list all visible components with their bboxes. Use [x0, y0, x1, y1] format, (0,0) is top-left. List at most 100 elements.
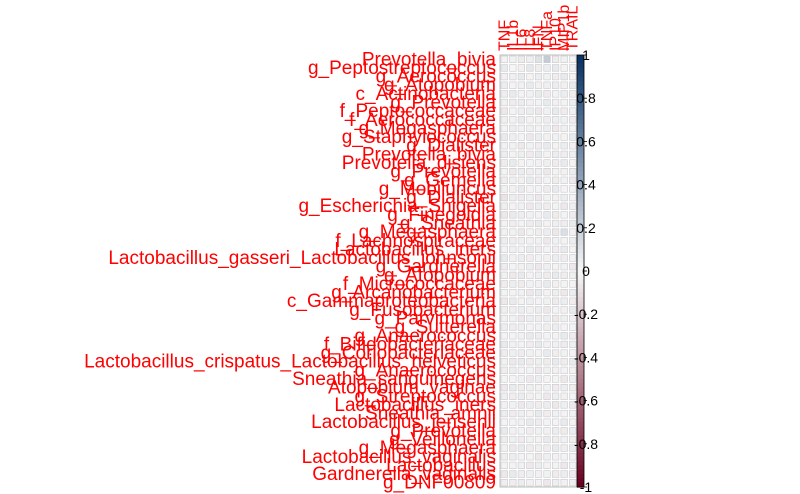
heatmap-cell [526, 444, 534, 452]
colorbar-segment [577, 262, 584, 268]
colorbar-segment [577, 305, 584, 311]
heatmap-cell [509, 133, 517, 141]
row-label: g_Staphylococcus [342, 127, 496, 148]
heatmap-cell [543, 142, 551, 150]
heatmap-cell [526, 142, 534, 150]
heatmap-cell [552, 185, 560, 193]
heatmap-cell [509, 237, 517, 245]
row-label: g_Anaerococcus [354, 360, 496, 381]
heatmap-cell [569, 375, 577, 383]
heatmap-cell [517, 358, 525, 366]
colorbar-segment [577, 128, 584, 134]
heatmap-cell [543, 202, 551, 210]
heatmap-cells [500, 55, 577, 487]
heatmap-cell [560, 72, 568, 81]
heatmap-cell [560, 124, 568, 133]
heatmap-cell [534, 306, 543, 314]
heatmap-cell [560, 185, 568, 193]
colorbar-segment [577, 409, 584, 415]
heatmap-cell [509, 90, 517, 98]
colorbar-segment [577, 163, 584, 168]
colorbar-segment [577, 452, 584, 458]
heatmap-cell [560, 427, 568, 435]
colorbar-segment [577, 158, 584, 164]
heatmap-cell [552, 193, 560, 202]
colorbar-segment [577, 219, 584, 225]
heatmap-cell [569, 470, 577, 478]
colorbar-segment [577, 59, 584, 65]
colorbar-segment [577, 296, 584, 302]
heatmap-cell [569, 81, 577, 89]
heatmap-cell [560, 176, 568, 184]
heatmap-cell [560, 150, 568, 158]
heatmap-cell [543, 470, 551, 478]
heatmap-cell [500, 124, 508, 133]
heatmap-cell [560, 401, 568, 409]
heatmap-cell [526, 245, 534, 254]
row-label: Prevotella_bivia [362, 144, 497, 165]
heatmap-cell [526, 211, 534, 219]
heatmap-cell [543, 193, 551, 202]
heatmap-cell [526, 297, 534, 305]
heatmap-cell [500, 202, 508, 210]
heatmap-cell [543, 375, 551, 383]
heatmap-cell [500, 384, 508, 392]
row-label: g_DNF00809 [383, 473, 496, 494]
colorbar-tick-label: -0.4 [574, 349, 598, 365]
heatmap-cell [500, 306, 508, 314]
heatmap-cell [569, 64, 577, 72]
heatmap-cell [569, 306, 577, 314]
heatmap-cell [569, 297, 577, 305]
colorbar-segment [577, 171, 584, 177]
row-label: f_Aerococcaceae [349, 110, 496, 131]
heatmap-cell [543, 453, 551, 461]
heatmap-cell [509, 150, 517, 158]
heatmap-cell [526, 392, 534, 400]
heatmap-cell [517, 72, 525, 81]
colorbar-segment [577, 93, 584, 99]
heatmap-cell [534, 470, 543, 478]
colorbar-segment [577, 417, 584, 423]
colorbar-segment [577, 188, 584, 194]
colorbar-segment [577, 439, 584, 445]
heatmap-cell [509, 245, 517, 254]
row-label: Lactobacillus_iners [334, 239, 496, 260]
heatmap-cell [543, 340, 551, 349]
heatmap-cell [517, 384, 525, 392]
heatmap-cell [543, 219, 551, 228]
heatmap-cell [569, 193, 577, 202]
heatmap-cell [560, 237, 568, 245]
heatmap-cell [560, 384, 568, 392]
heatmap-cell [569, 185, 577, 193]
colorbar-segment [577, 227, 584, 233]
heatmap-cell [534, 314, 543, 323]
colorbar-segment [577, 314, 584, 320]
heatmap-cell [569, 409, 577, 418]
colorbar-segment [577, 76, 584, 82]
heatmap-cell [509, 366, 517, 374]
heatmap-cell [517, 375, 525, 383]
heatmap-cell [560, 418, 568, 426]
colorbar-segment [577, 279, 584, 285]
colorbar-segment [577, 331, 584, 337]
colorbar-segment [577, 396, 584, 402]
heatmap-cell [534, 202, 543, 210]
column-label: TRAIL [565, 6, 582, 51]
heatmap-cell [509, 461, 517, 470]
column-label: TNF [496, 20, 513, 51]
colorbar-segment [577, 137, 584, 142]
heatmap-cell [543, 479, 551, 487]
heatmap-cell [543, 159, 551, 167]
heatmap-cell [526, 332, 534, 340]
heatmap-cell [500, 332, 508, 340]
colorbar-segment [577, 124, 584, 130]
heatmap-cell [509, 479, 517, 487]
heatmap-cell [543, 72, 551, 81]
heatmap-cell [500, 237, 508, 245]
heatmap-cell [560, 263, 568, 271]
colorbar-segment [577, 150, 584, 155]
heatmap-cell [569, 254, 577, 262]
heatmap-cell [500, 340, 508, 349]
row-label: g_Prevotella [390, 162, 496, 183]
colorbar-segment [577, 167, 584, 173]
